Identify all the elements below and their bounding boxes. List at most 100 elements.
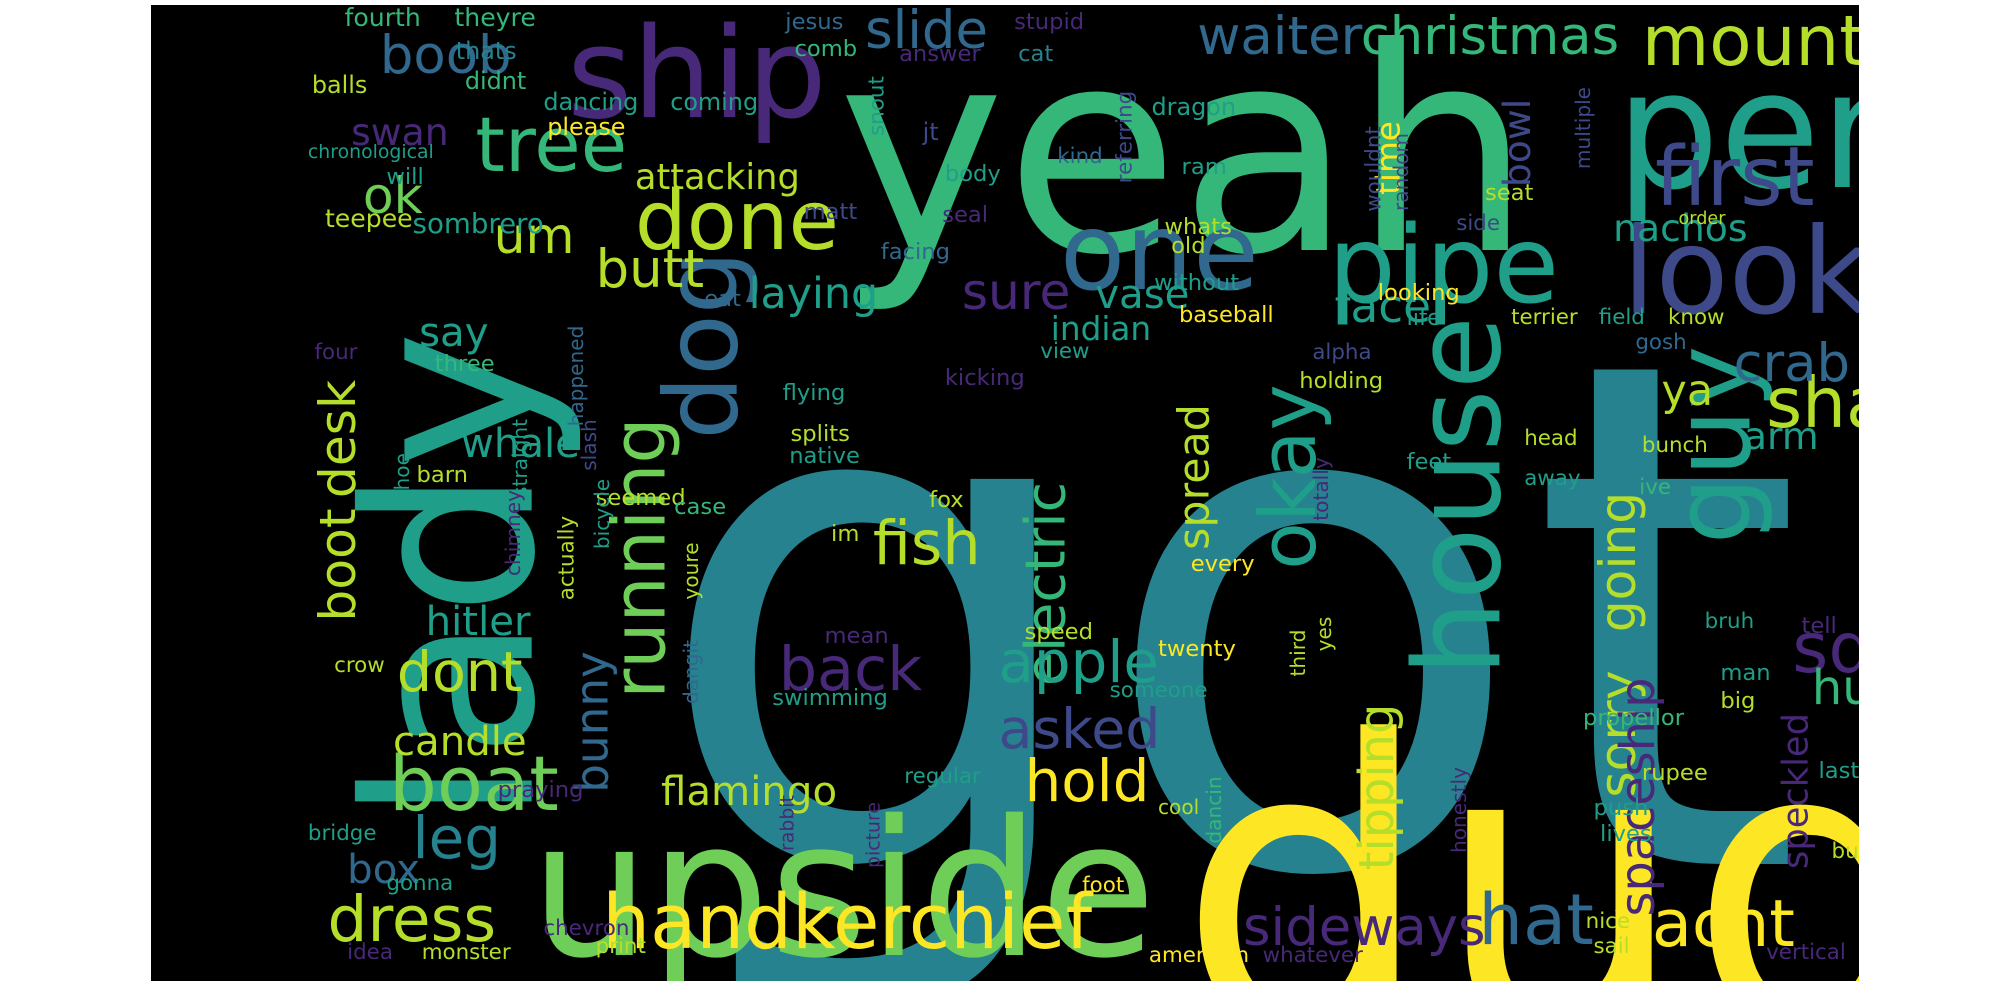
word-american: american (1148, 942, 1250, 968)
word-totally: totally (1309, 457, 1334, 521)
word-theyre: theyre (454, 5, 536, 32)
word-honestly: honestly (1446, 766, 1471, 853)
word-baseball: baseball (1178, 302, 1274, 329)
word-tipping: tipping (1349, 704, 1405, 871)
word-lives: lives (1600, 820, 1652, 847)
word-away: away (1524, 465, 1581, 491)
word-holding: holding (1299, 367, 1384, 394)
word-gosh: gosh (1635, 330, 1687, 355)
word-idea: idea (347, 940, 393, 965)
word-spread: spread (1169, 403, 1220, 550)
word-flamingo: flamingo (661, 769, 838, 816)
word-apple: apple (998, 627, 1159, 696)
word-christmas: christmas (1360, 6, 1620, 68)
word-fourth: fourth (344, 5, 421, 32)
word-yacht: yacht (1613, 885, 1795, 962)
word-straight: straight (507, 418, 532, 497)
word-matt: matt (803, 199, 858, 226)
word-sail: sail (1593, 933, 1630, 959)
word-old: old (1171, 233, 1206, 260)
word-eat: eat (704, 285, 741, 312)
word-vertical: vertical (1766, 940, 1846, 965)
word-sideways: sideways (1243, 896, 1486, 958)
word-life: life (1406, 304, 1441, 331)
word-chimney: chimney (501, 490, 526, 577)
word-know: know (1668, 304, 1725, 330)
word-yes: yes (1312, 616, 1337, 652)
word-gonna: gonna (386, 870, 454, 896)
word-view: view (1040, 338, 1090, 364)
word-swimming: swimming (772, 684, 888, 711)
word-tell: tell (1801, 613, 1837, 639)
word-one: one (1059, 190, 1259, 315)
word-back: back (778, 635, 923, 706)
word-order: order (1678, 209, 1726, 230)
word-third: third (1285, 629, 1310, 677)
word-hitler: hitler (425, 599, 531, 646)
word-print: print (595, 933, 646, 959)
word-say: say (419, 310, 489, 357)
word-waiter: waiter (1197, 6, 1363, 68)
word-dude: dude (1177, 656, 1859, 981)
word-first: first (1654, 130, 1815, 226)
word-head: head (1524, 425, 1578, 451)
word-indian: indian (1050, 310, 1152, 349)
word-facing: facing (880, 239, 951, 266)
word-whats: whats (1164, 214, 1232, 241)
word-house: house (1389, 315, 1529, 676)
word-side: side (1456, 210, 1500, 236)
word-going: going (1588, 491, 1648, 633)
word-upside: upside (530, 781, 1157, 981)
word-rabbit: rabbit (776, 794, 799, 851)
word-swan: swan (351, 110, 449, 155)
word-actually: actually (554, 516, 580, 601)
word-shape: shape (1766, 363, 1859, 444)
word-without: without (1154, 269, 1240, 296)
word-box: box (347, 847, 420, 894)
word-flying: flying (782, 380, 846, 407)
word-look: look (1622, 202, 1859, 342)
word-jt: jt (922, 117, 939, 146)
word-whale: whale (460, 420, 580, 467)
word-dont: dont (396, 641, 523, 706)
word-im: im (831, 521, 860, 548)
word-will: will (386, 163, 424, 190)
word-arm: arm (1743, 413, 1819, 458)
word-whatever: whatever (1262, 942, 1363, 968)
word-boat: boat (389, 740, 559, 829)
word-bicycle: bicycle (590, 479, 615, 550)
word-every: every (1190, 551, 1255, 578)
word-please: please (547, 112, 626, 141)
word-feet: feet (1406, 449, 1452, 476)
word-tree: tree (475, 101, 628, 190)
word-mountain: mountain (1641, 5, 1859, 82)
word-cloud-canvas: got dude yeah lady upside person rocket … (151, 5, 1859, 981)
word-youre: youre (679, 542, 704, 600)
word-didnt: didnt (464, 67, 527, 96)
word-ya: ya (1661, 365, 1714, 416)
word-um: um (493, 206, 575, 266)
word-bruh: bruh (1704, 609, 1755, 635)
word-body: body (944, 161, 1001, 188)
word-looking: looking (1377, 279, 1460, 306)
word-dancin: dancin (1202, 776, 1227, 844)
word-barn: barn (416, 462, 468, 489)
word-dangit: dangit (679, 639, 704, 704)
word-big: big (1720, 688, 1756, 715)
word-desk: desk (307, 379, 367, 499)
word-seal: seal (942, 201, 989, 228)
word-rupee: rupee (1641, 760, 1708, 787)
word-bunny: bunny (565, 651, 619, 793)
word-hold: hold (1024, 747, 1150, 816)
word-chronological: chronological (307, 141, 434, 164)
word-ram: ram (1181, 153, 1227, 180)
word-nachos: nachos (1613, 206, 1748, 250)
word-last: last (1818, 757, 1859, 784)
word-teepee: teepee (324, 204, 413, 234)
word-push: push (1593, 795, 1649, 822)
word-speckled: speckled (1775, 713, 1817, 870)
word-ok: ok (362, 166, 423, 226)
word-vase: vase (1095, 272, 1190, 319)
word-bunch: bunch (1641, 433, 1708, 459)
word-cool: cool (1158, 795, 1200, 820)
